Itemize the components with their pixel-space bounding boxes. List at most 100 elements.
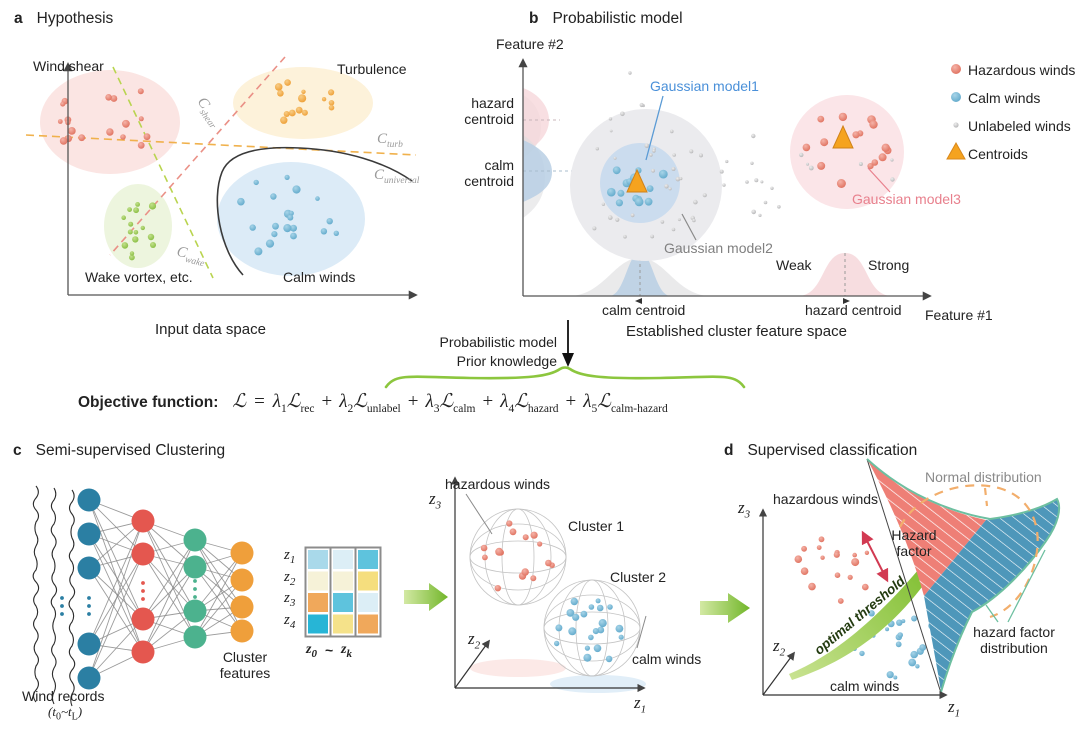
data-point [287,214,294,221]
c-turb-label: Cturb [377,131,403,150]
ellipsis-dot [87,596,91,600]
data-point [530,575,537,582]
data-point [679,177,683,181]
cluster2-dots [554,597,624,663]
calm-centroid-x-label: calm centroid [602,302,686,318]
data-point [537,541,543,547]
z1-row-label: z1 [284,547,296,566]
data-point [290,232,297,240]
data-point [237,197,245,206]
network-node [230,595,254,619]
data-point [820,555,825,560]
data-point [634,197,644,207]
input-data-space-caption: Input data space [155,321,266,338]
data-point [881,143,890,152]
data-point [495,547,504,556]
data-point [120,134,126,140]
cluster2-wireframe [543,579,641,677]
data-point [671,167,676,171]
data-point [650,234,655,239]
matrix-cell [358,593,378,612]
data-point [862,583,869,591]
data-point [833,551,840,558]
data-point [128,221,134,227]
turb-boundary-line [25,134,417,156]
data-point [702,193,707,198]
connector-text: Probabilistic model Prior knowledge [439,334,558,369]
data-point [608,215,613,220]
network-node [230,619,254,643]
data-point [271,231,278,238]
data-point [851,558,860,567]
data-point [607,604,613,610]
data-point [751,133,756,139]
data-point [274,83,283,91]
data-point [852,552,857,558]
data-point [869,120,878,129]
panel-b-title: b Probabilistic model [529,10,683,27]
data-point [808,165,814,171]
data-point [838,112,848,122]
data-point [482,554,488,561]
data-point [284,79,291,86]
weak-label: Weak [776,257,812,273]
data-point [908,658,917,667]
data-point [288,210,294,216]
data-point [320,228,328,235]
network-edge [142,566,196,653]
matrix-cell [333,614,353,634]
panel-b-tag: b [529,10,539,27]
network-edge [88,499,144,555]
data-point [799,152,804,158]
turbulence-dots [274,79,335,124]
data-point [692,218,696,223]
feature1-axis-label: Feature #1 [925,307,993,323]
data-point [283,224,292,233]
flow-arrow-2 [700,593,750,623]
data-point [639,102,644,108]
hazard-centroid-x-label: hazard centroid [805,302,902,318]
panel-d-hazard-dots [794,536,870,604]
data-point [646,185,654,193]
data-point [494,585,501,592]
wind-shear-dots [57,88,151,149]
data-point [321,97,327,102]
data-point [612,166,621,175]
network-node [131,509,155,533]
data-point [878,153,887,162]
panel-a-boundaries [25,56,417,279]
ellipsis-dot [193,579,197,583]
objective-term-5: + λ5ℒcalm-hazard [565,391,668,415]
objective-lhs: ℒ = [232,391,265,412]
data-point [836,179,846,188]
data-point [801,545,807,552]
data-point [121,242,129,249]
matrix-cell [308,614,328,634]
wake-boundary-line [112,66,214,279]
matrix-column-border [354,546,382,638]
data-point [675,176,681,182]
data-point [668,187,672,191]
legend-centroids-label: Centroids [968,146,1028,162]
data-point [693,199,698,205]
data-point [554,640,560,647]
normal-distribution-label: Normal distribution [925,469,1042,485]
panel-d-tag: d [724,442,734,459]
data-point [818,536,825,543]
data-point [910,650,918,659]
network-nodes [60,488,254,690]
data-point [896,619,903,626]
data-point [580,610,588,618]
data-point [644,197,653,206]
data-point [270,193,277,200]
unlabeled-dots-c [799,152,895,183]
ellipsis-dot [141,597,145,601]
data-point [615,217,620,222]
z2-axis-label-mid: z2 [468,629,481,652]
matrix-cell [333,550,353,569]
data-point [480,544,488,552]
data-point [658,169,668,179]
data-point [652,149,656,153]
network-node [77,522,101,546]
network-edge [194,539,243,632]
